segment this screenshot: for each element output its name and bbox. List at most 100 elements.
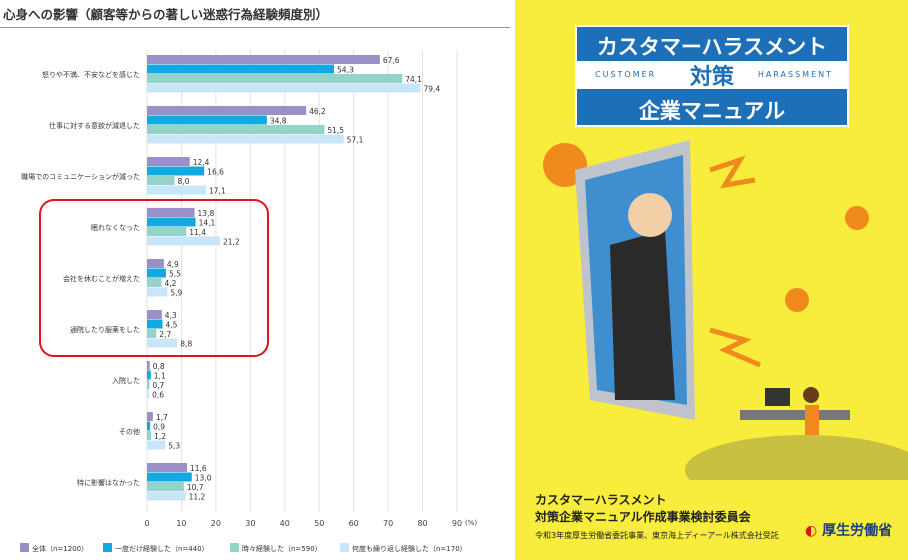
chart-panel: 心身への影響（顧客等からの著しい迷惑行為経験頻度別） 0 10 20 30 40 50 60… [0, 7, 510, 553]
data-label: 54,3 [337, 66, 354, 75]
data-label: 4,3 [165, 311, 177, 320]
committee-line1: カスタマーハラスメント [535, 493, 667, 507]
data-label: 11,2 [189, 493, 206, 502]
x-unit: (%) [465, 519, 477, 527]
bar [147, 310, 162, 319]
bar [147, 287, 168, 297]
category-label: 特に影響はなかった [77, 478, 140, 487]
cover-title-line3: 企業マニュアル [638, 99, 786, 123]
highlight-box [39, 199, 269, 357]
logo-mark-icon: ◐ [805, 523, 823, 539]
divider [0, 27, 510, 28]
data-label: 14,1 [199, 219, 216, 228]
bar [147, 472, 192, 482]
manual-cover: カスタマーハラスメント CUSTOMER 対策 HARASSMENT 企業マニュ… [515, 0, 908, 560]
angry-man-figure [610, 230, 675, 400]
data-label: 5,5 [169, 270, 181, 279]
legend-swatch [103, 543, 112, 552]
legend-label: 一度だけ経験した（n=440） [115, 544, 209, 553]
data-label: 0,9 [153, 423, 165, 432]
lightning-icon [709, 155, 756, 189]
bar [147, 166, 205, 176]
bar [147, 491, 186, 501]
legend-swatch [230, 543, 239, 552]
data-label: 4,9 [167, 260, 179, 269]
category-label: 怒りや不満、不安などを感じた [42, 70, 140, 79]
bar [147, 440, 166, 450]
legend-swatch [20, 543, 29, 552]
bar [147, 370, 151, 380]
data-label: 4,2 [164, 279, 176, 288]
data-label: 12,4 [193, 158, 210, 167]
data-label: 34,8 [270, 117, 287, 126]
data-label: 8,8 [180, 340, 192, 349]
data-label: 16,6 [207, 168, 224, 177]
bar [147, 208, 195, 217]
data-label: 13,0 [195, 474, 212, 483]
data-label: 57,1 [347, 136, 364, 145]
bar [147, 134, 344, 144]
data-label: 46,2 [309, 107, 326, 116]
legend-label: 時々経験した（n=590） [242, 544, 322, 553]
logo-text: 厚生労働省 [822, 523, 893, 539]
bar [147, 329, 157, 338]
data-label: 1,7 [156, 413, 168, 422]
data-label: 1,2 [154, 432, 166, 441]
cover-sub-left: CUSTOMER [595, 70, 657, 79]
x-tick-label: 0 [144, 519, 149, 528]
legend-label: 何度も繰り返し経験した（n=170） [352, 544, 467, 553]
bar [147, 380, 150, 389]
bar [147, 217, 196, 227]
bar [147, 64, 335, 74]
bar [147, 106, 307, 115]
bar [147, 185, 206, 195]
data-label: 74,1 [405, 75, 422, 84]
x-tick-label: 10 [176, 519, 186, 528]
burst-icon [845, 206, 869, 230]
bar [147, 319, 163, 329]
data-label: 1,1 [154, 372, 166, 381]
data-label: 10,7 [187, 483, 204, 492]
data-label: 51,5 [327, 126, 344, 135]
data-label: 67,6 [383, 56, 400, 65]
category-label: 眠れなくなった [91, 224, 140, 232]
bar [147, 55, 380, 64]
category-label: その他 [119, 427, 140, 436]
data-label: 21,2 [223, 238, 240, 247]
data-label: 11,4 [189, 228, 206, 237]
legend-label: 全体（n=1200） [32, 544, 88, 553]
burst-icon [785, 288, 809, 312]
x-tick-label: 40 [280, 519, 290, 528]
category-label: 会社を休むことが増えた [63, 274, 140, 283]
bar [147, 157, 190, 166]
data-label: 0,6 [152, 391, 164, 400]
data-label: 79,4 [423, 85, 440, 94]
data-label: 13,8 [198, 209, 215, 218]
data-label: 17,1 [209, 187, 226, 196]
x-tick-label: 30 [245, 519, 255, 528]
bar [147, 115, 267, 125]
data-label: 5,9 [170, 289, 182, 298]
committee-line2: 対策企業マニュアル作成事業検討委員会 [535, 510, 751, 524]
x-tick-label: 60 [349, 519, 359, 528]
category-label: 職場でのコミュニケーションが減った [21, 172, 140, 181]
bar [147, 176, 175, 185]
committee-name: カスタマーハラスメント対策企業マニュアル作成事業検討委員会 [535, 492, 751, 526]
bar [147, 463, 187, 472]
cover-sub-right: HARASSMENT [757, 70, 833, 79]
bar-chart: 0 10 20 30 40 50 60 70 80 90 (%) 怒りや不満、不安などを感じた 67,6… [20, 50, 477, 553]
data-label: 0,7 [152, 381, 164, 390]
x-tick-label: 50 [314, 519, 324, 528]
bar [147, 361, 150, 370]
cover-illustration [543, 140, 908, 480]
bar [147, 412, 153, 421]
bar [147, 125, 325, 134]
cover-title-box: カスタマーハラスメント CUSTOMER 対策 HARASSMENT 企業マニュ… [575, 25, 849, 127]
category-label: 通院したり服薬をした [70, 325, 140, 334]
cover-title-line2: 対策 [689, 65, 734, 90]
data-label: 11,6 [190, 464, 207, 473]
data-label: 0,8 [153, 362, 165, 371]
bar [147, 421, 151, 431]
chart-title: 心身への影響（顧客等からの著しい迷惑行為経験頻度別） [3, 7, 329, 22]
bar [147, 278, 162, 287]
